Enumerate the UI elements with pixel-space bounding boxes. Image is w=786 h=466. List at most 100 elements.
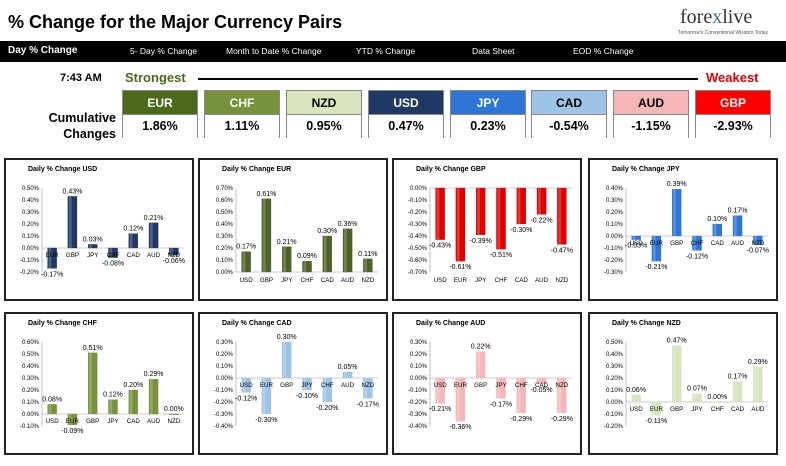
bar	[753, 235, 763, 245]
data-label: -0.36%	[449, 424, 471, 431]
x-tick-label: NZD	[361, 382, 374, 389]
bar	[435, 187, 445, 240]
bar-highlight	[517, 378, 521, 413]
bar	[557, 187, 567, 245]
data-label: -0.17%	[357, 401, 379, 408]
y-tick-label: 0.20%	[216, 246, 234, 252]
chart-title: Daily % Change CAD	[222, 320, 292, 327]
x-tick-label: EUR	[260, 382, 274, 389]
nav-data-sheet[interactable]: Data Sheet	[472, 46, 515, 56]
bar	[261, 377, 272, 415]
bar-highlight	[673, 345, 676, 402]
chart-svg: -0.40% -0.30% -0.20% -0.10% 0.00% 0.10% 0.20% 0…	[408, 340, 573, 431]
x-tick-label: USD	[434, 382, 448, 389]
x-tick-label: GBP	[280, 382, 293, 389]
bar-highlight	[303, 261, 307, 272]
data-label: 0.30%	[277, 334, 297, 341]
bar-highlight	[262, 198, 266, 272]
data-label: -0.12%	[235, 395, 257, 402]
x-tick-label: CHF	[711, 406, 724, 413]
y-tick-label: 0.40%	[22, 364, 40, 370]
y-tick-label: 0.50%	[216, 210, 234, 216]
bar-highlight	[558, 188, 562, 245]
y-tick-label: 0.10%	[216, 364, 234, 370]
bar-highlight	[109, 248, 113, 258]
bar-highlight	[129, 390, 133, 414]
x-tick-label: CHF	[691, 240, 704, 247]
bar	[148, 222, 159, 249]
forexlive-logo[interactable]: forexlive Tomorrow's Conventional Wisdom…	[656, 6, 768, 38]
y-tick-label: -0.20%	[604, 424, 624, 430]
bar	[692, 393, 702, 403]
bar-highlight	[364, 378, 368, 399]
chart-svg: -0.40% -0.30% -0.20% -0.10% 0.00% 0.10% 0.20% 0…	[214, 334, 379, 430]
y-tick-label: 0.20%	[410, 352, 428, 358]
bar	[651, 235, 662, 262]
currency-cumulative-value: -2.93%	[696, 115, 770, 138]
data-label: -0.06%	[163, 258, 185, 265]
bar	[322, 235, 332, 273]
data-label: 0.29%	[748, 359, 768, 366]
bar-highlight	[652, 402, 656, 416]
bar-highlight	[517, 188, 521, 224]
chart-title: Daily % Change USD	[28, 166, 98, 173]
bar	[692, 235, 702, 251]
bar	[342, 371, 353, 379]
nav-ytd-change[interactable]: YTD % Change	[356, 46, 416, 56]
bar	[516, 187, 526, 225]
data-label: -0.09%	[61, 428, 83, 435]
nav-day-change[interactable]: Day % Change	[8, 45, 78, 56]
data-label: -0.03%	[625, 243, 647, 250]
currency-box-usd: USD 0.47%	[368, 90, 444, 138]
y-tick-label: -0.10%	[604, 412, 624, 418]
weakest-label: Weakest	[706, 70, 759, 85]
x-tick-label: EUR	[650, 406, 664, 413]
bar	[455, 187, 466, 262]
x-tick-label: USD	[630, 406, 644, 413]
data-label: -0.21%	[429, 406, 451, 413]
bar-highlight	[303, 378, 307, 390]
bar-highlight	[283, 246, 286, 272]
bar	[435, 377, 445, 404]
chart-title: Daily % Change AUD	[416, 320, 486, 327]
currency-box-cad: CAD -0.54%	[531, 90, 607, 138]
x-tick-label: JPY	[475, 277, 486, 284]
data-label: 0.06%	[626, 387, 646, 394]
currency-box-nzd: NZD 0.95%	[286, 90, 362, 138]
logo-text-b: live	[722, 6, 753, 28]
nav-eod-change[interactable]: EOD % Change	[573, 46, 634, 56]
y-tick-label: 0.30%	[410, 340, 428, 346]
y-tick-label: -0.30%	[214, 412, 234, 418]
y-tick-label: -0.10%	[604, 246, 624, 252]
x-tick-label: JPY	[281, 277, 292, 284]
bar	[732, 215, 743, 237]
bar	[282, 246, 292, 273]
y-tick-label: 0.40%	[22, 198, 40, 204]
bar-highlight	[109, 399, 113, 414]
bar	[241, 377, 251, 393]
y-tick-label: -0.10%	[408, 388, 428, 394]
bar-highlight	[68, 414, 72, 425]
bar-highlight	[262, 378, 266, 414]
nav-5day-change[interactable]: 5- Day % Change	[130, 46, 198, 56]
nav-mtd-change[interactable]: Month to Date % Change	[226, 46, 322, 56]
y-tick-label: 0.40%	[216, 222, 234, 228]
currency-box-eur: EUR 1.86%	[122, 90, 198, 138]
x-tick-label: AUD	[147, 252, 161, 259]
bar-highlight	[477, 188, 480, 235]
data-label: 0.12%	[123, 226, 143, 233]
bar	[88, 352, 98, 415]
chart-panel: Daily % Change EUR 0.00% 0.10% 0.20% 0.30% 0.…	[198, 158, 388, 301]
bar	[536, 377, 547, 385]
x-tick-label: NZD	[361, 277, 374, 284]
bar-highlight	[538, 188, 541, 215]
bar-highlight	[48, 404, 52, 414]
bar-highlight	[323, 236, 327, 272]
data-label: 0.36%	[338, 221, 358, 228]
y-tick-label: 0.10%	[22, 400, 40, 406]
logo-text-a: fore	[680, 6, 713, 28]
y-tick-label: 0.10%	[410, 364, 428, 370]
y-tick-label: -0.20%	[214, 400, 234, 406]
data-label: 0.20%	[123, 382, 143, 389]
data-label: -0.43%	[429, 243, 451, 250]
